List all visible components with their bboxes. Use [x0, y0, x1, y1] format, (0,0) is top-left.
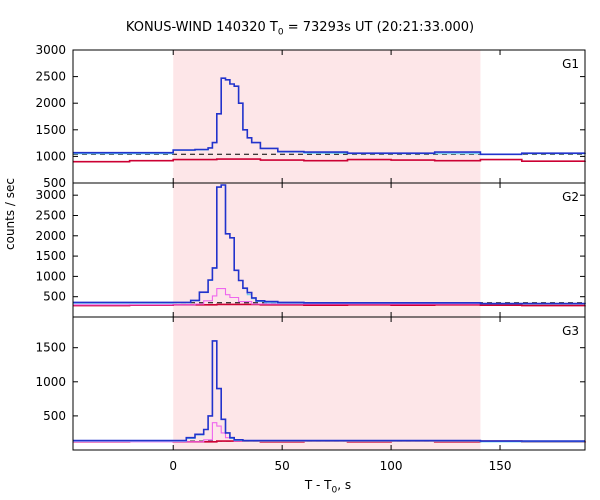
shaded-interval-G2: [173, 183, 481, 317]
y-tick-label-G2-500: 500: [43, 290, 66, 304]
y-tick-label-G3-1000: 1000: [35, 375, 66, 389]
x-axis-label-suffix: , s: [337, 478, 352, 492]
chart-title-prefix: KONUS-WIND 140320 T: [125, 20, 278, 35]
shaded-interval-G1: [173, 50, 481, 183]
chart-title: KONUS-WIND 140320 T0 = 73293s UT (20:21:…: [0, 20, 600, 38]
x-axis-label-sub: 0: [331, 485, 338, 496]
y-tick-label-G1-2000: 2000: [35, 96, 66, 110]
y-tick-label-G3-1500: 1500: [35, 341, 66, 355]
series-high-G3: [73, 340, 585, 442]
chart-title-suffix: = 73293s UT (20:21:33.000): [283, 20, 475, 35]
y-tick-label-G2-1500: 1500: [35, 249, 66, 263]
y-tick-label-G2-2000: 2000: [35, 229, 66, 243]
y-tick-label-G1-1000: 1000: [35, 149, 66, 163]
series-low-G1: [73, 158, 586, 163]
y-tick-label-G1-2500: 2500: [35, 70, 66, 84]
x-axis-label-prefix: T - T: [304, 478, 332, 492]
panel-label-G3: G3: [562, 324, 579, 338]
y-tick-label-G3-500: 500: [43, 409, 66, 423]
y-tick-label-G2-1000: 1000: [35, 269, 66, 283]
panel-label-G2: G2: [562, 190, 579, 204]
x-tick-label-150: 150: [489, 459, 512, 473]
series-high-G2: [73, 184, 586, 305]
x-tick-label-50: 50: [275, 459, 290, 473]
y-tick-label-G1-500: 500: [43, 176, 66, 190]
chart-title-sub: 0: [277, 27, 284, 38]
y-tick-label-G1-1500: 1500: [35, 123, 66, 137]
series-mid-G2: [73, 288, 586, 306]
x-tick-label-0: 0: [169, 459, 177, 473]
x-axis-label: T - T0, s: [0, 478, 600, 495]
panel-frame-G3: [72, 316, 586, 451]
y-tick-label-G2-3000: 3000: [35, 188, 66, 202]
x-tick-label-100: 100: [380, 459, 403, 473]
shaded-interval-G3: [173, 317, 481, 450]
panel-label-G1: G1: [562, 57, 579, 71]
y-tick-label-G2-2500: 2500: [35, 208, 66, 222]
series-high-G1: [73, 77, 586, 156]
y-tick-label-G1-3000: 3000: [35, 43, 66, 57]
